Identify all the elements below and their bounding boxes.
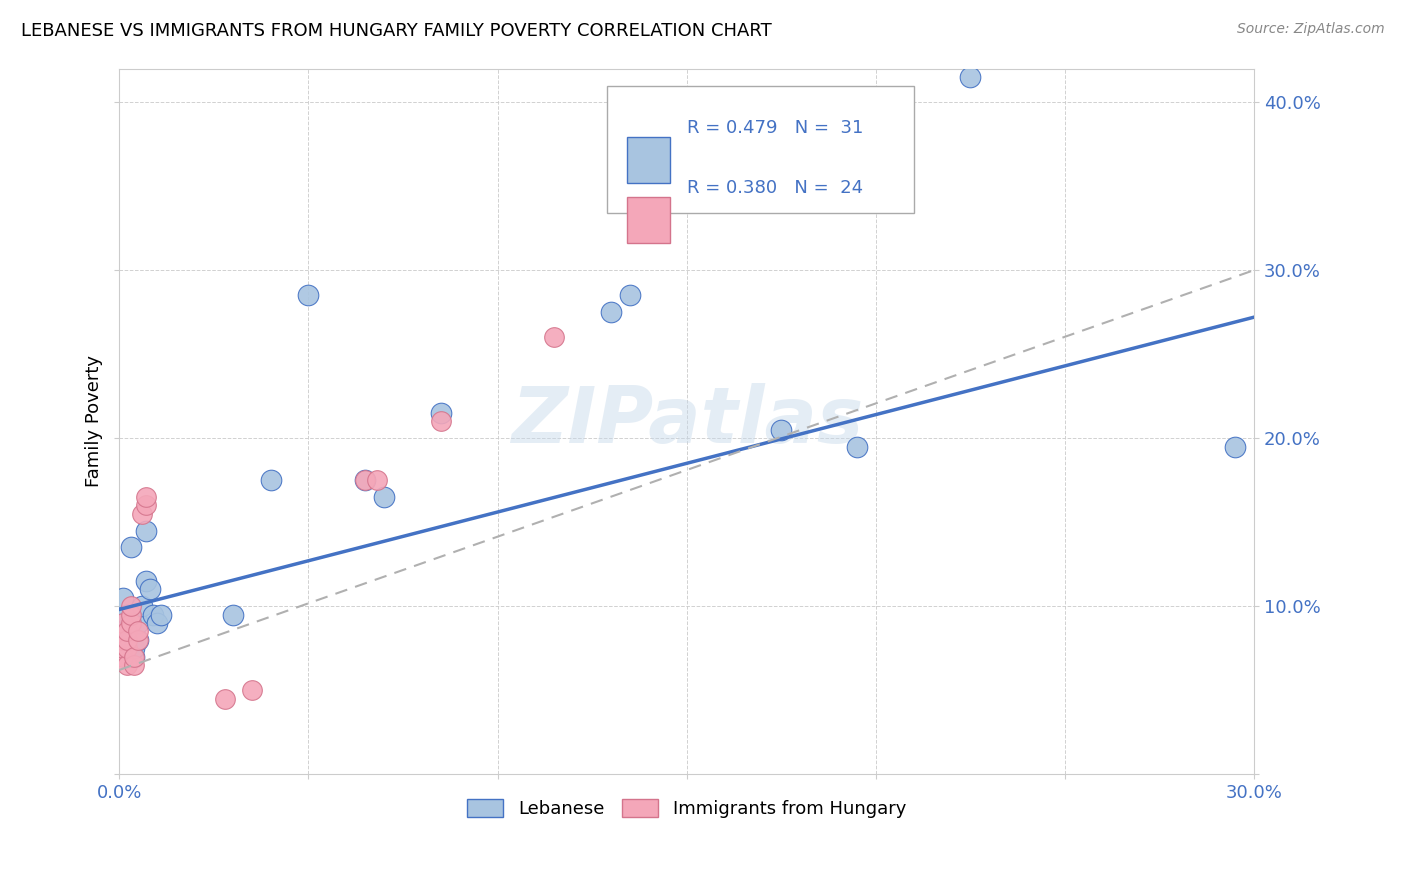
Point	[115, 607, 138, 622]
Point	[619, 288, 641, 302]
Point	[115, 641, 138, 656]
Point	[115, 632, 138, 647]
Point	[112, 649, 135, 664]
Point	[131, 599, 153, 614]
Point	[135, 574, 157, 588]
Point	[430, 414, 453, 428]
Point	[127, 624, 149, 639]
Point	[138, 582, 160, 597]
Point	[135, 490, 157, 504]
Point	[214, 691, 236, 706]
Point	[127, 632, 149, 647]
Point	[430, 406, 453, 420]
Point	[543, 330, 565, 344]
Point	[120, 599, 142, 614]
Point	[149, 607, 172, 622]
Point	[146, 615, 169, 630]
Text: R = 0.380   N =  24: R = 0.380 N = 24	[686, 179, 863, 197]
Point	[120, 541, 142, 555]
FancyBboxPatch shape	[627, 137, 669, 183]
Point	[124, 657, 146, 672]
Text: ZIPatlas: ZIPatlas	[510, 384, 863, 459]
Point	[135, 499, 157, 513]
Point	[112, 615, 135, 630]
Point	[131, 507, 153, 521]
FancyBboxPatch shape	[607, 87, 914, 213]
Point	[115, 624, 138, 639]
Point	[770, 423, 793, 437]
Point	[600, 305, 623, 319]
Point	[115, 657, 138, 672]
FancyBboxPatch shape	[627, 197, 669, 244]
Point	[1225, 440, 1247, 454]
Point	[135, 524, 157, 538]
Point	[127, 615, 149, 630]
Point	[142, 607, 165, 622]
Point	[120, 632, 142, 647]
Point	[127, 632, 149, 647]
Point	[373, 490, 395, 504]
Point	[222, 607, 245, 622]
Point	[366, 473, 388, 487]
Point	[120, 615, 142, 630]
Point	[845, 440, 868, 454]
Point	[354, 473, 377, 487]
Point	[240, 683, 263, 698]
Point	[115, 641, 138, 656]
Point	[354, 473, 377, 487]
Legend: Lebanese, Immigrants from Hungary: Lebanese, Immigrants from Hungary	[460, 791, 914, 825]
Point	[959, 70, 981, 84]
Text: Source: ZipAtlas.com: Source: ZipAtlas.com	[1237, 22, 1385, 37]
Point	[124, 649, 146, 664]
Point	[112, 632, 135, 647]
Point	[120, 607, 142, 622]
Text: R = 0.479   N =  31: R = 0.479 N = 31	[686, 119, 863, 137]
Text: LEBANESE VS IMMIGRANTS FROM HUNGARY FAMILY POVERTY CORRELATION CHART: LEBANESE VS IMMIGRANTS FROM HUNGARY FAMI…	[21, 22, 772, 40]
Point	[112, 641, 135, 656]
Point	[115, 624, 138, 639]
Point	[124, 649, 146, 664]
Point	[112, 591, 135, 605]
Point	[120, 615, 142, 630]
Point	[297, 288, 319, 302]
Point	[124, 641, 146, 656]
Y-axis label: Family Poverty: Family Poverty	[86, 355, 103, 487]
Point	[259, 473, 281, 487]
Point	[112, 615, 135, 630]
